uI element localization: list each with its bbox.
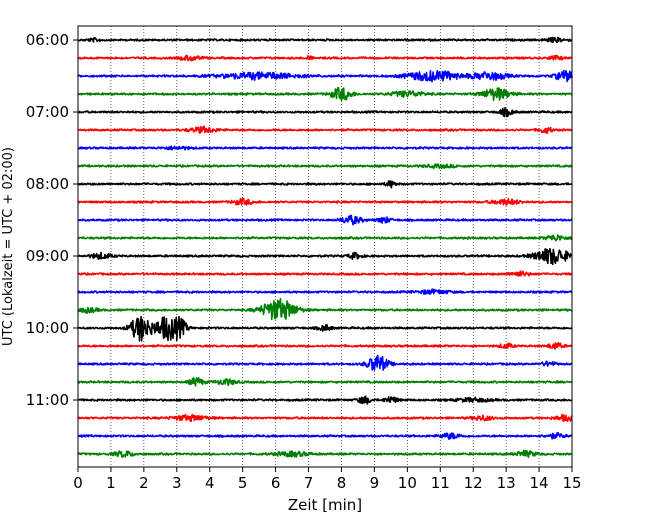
x-tick-label: 9	[370, 474, 380, 492]
trace-1145	[77, 449, 573, 458]
x-tick-label: 11	[431, 474, 450, 492]
trace-0945	[77, 297, 573, 321]
x-tick-label: 5	[238, 474, 248, 492]
trace-group	[77, 36, 573, 458]
x-axis-label: Zeit [min]	[288, 496, 362, 514]
y-tick-label: 07:00	[26, 103, 69, 121]
trace-1045	[77, 377, 573, 387]
trace-0715	[77, 125, 573, 134]
y-tick-label: 10:00	[26, 319, 69, 337]
trace-1030	[77, 354, 573, 371]
trace-0915	[77, 270, 573, 277]
x-tick-label: 13	[497, 474, 516, 492]
x-tick-label: 3	[172, 474, 182, 492]
trace-1100	[77, 395, 573, 405]
trace-0930	[77, 288, 573, 296]
trace-0800	[77, 180, 573, 189]
trace-0900	[77, 247, 573, 266]
x-tick-label: 15	[562, 474, 581, 492]
y-tick-label: 06:00	[26, 31, 69, 49]
x-tick-label: 14	[530, 474, 549, 492]
x-tick-label: 10	[398, 474, 417, 492]
y-axis: 06:00 07:00 08:00 09:00 10:00 11:00	[26, 31, 78, 409]
trace-0630	[77, 69, 573, 83]
trace-0700	[77, 107, 573, 118]
y-axis-label: UTC (Lokalzeit = UTC + 02:00)	[1, 147, 16, 346]
y-tick-label: 09:00	[26, 247, 69, 265]
trace-0600	[77, 36, 573, 44]
trace-0745	[77, 163, 573, 169]
y-tick-label: 08:00	[26, 175, 69, 193]
trace-0830	[77, 214, 573, 226]
x-tick-label: 7	[304, 474, 314, 492]
trace-0645	[77, 86, 573, 102]
trace-1000	[77, 315, 573, 342]
trace-1015	[77, 341, 573, 350]
x-tick-label: 4	[205, 474, 215, 492]
x-tick-label: 8	[337, 474, 347, 492]
y-tick-label: 11:00	[26, 391, 69, 409]
trace-0730	[77, 145, 573, 151]
x-tick-label: 2	[139, 474, 149, 492]
trace-0815	[77, 197, 573, 206]
trace-0845	[77, 234, 573, 242]
x-tick-label: 6	[271, 474, 281, 492]
trace-1115	[77, 413, 573, 423]
x-tick-label: 12	[464, 474, 483, 492]
trace-0615	[77, 54, 573, 62]
trace-1130	[77, 431, 573, 441]
x-tick-label: 1	[106, 474, 116, 492]
plot-frame	[77, 25, 573, 468]
x-tick-label: 0	[73, 474, 83, 492]
x-axis: 0 1 2 3 4 5 6 7 8 9 10 11 12 13 14 15	[73, 467, 582, 492]
